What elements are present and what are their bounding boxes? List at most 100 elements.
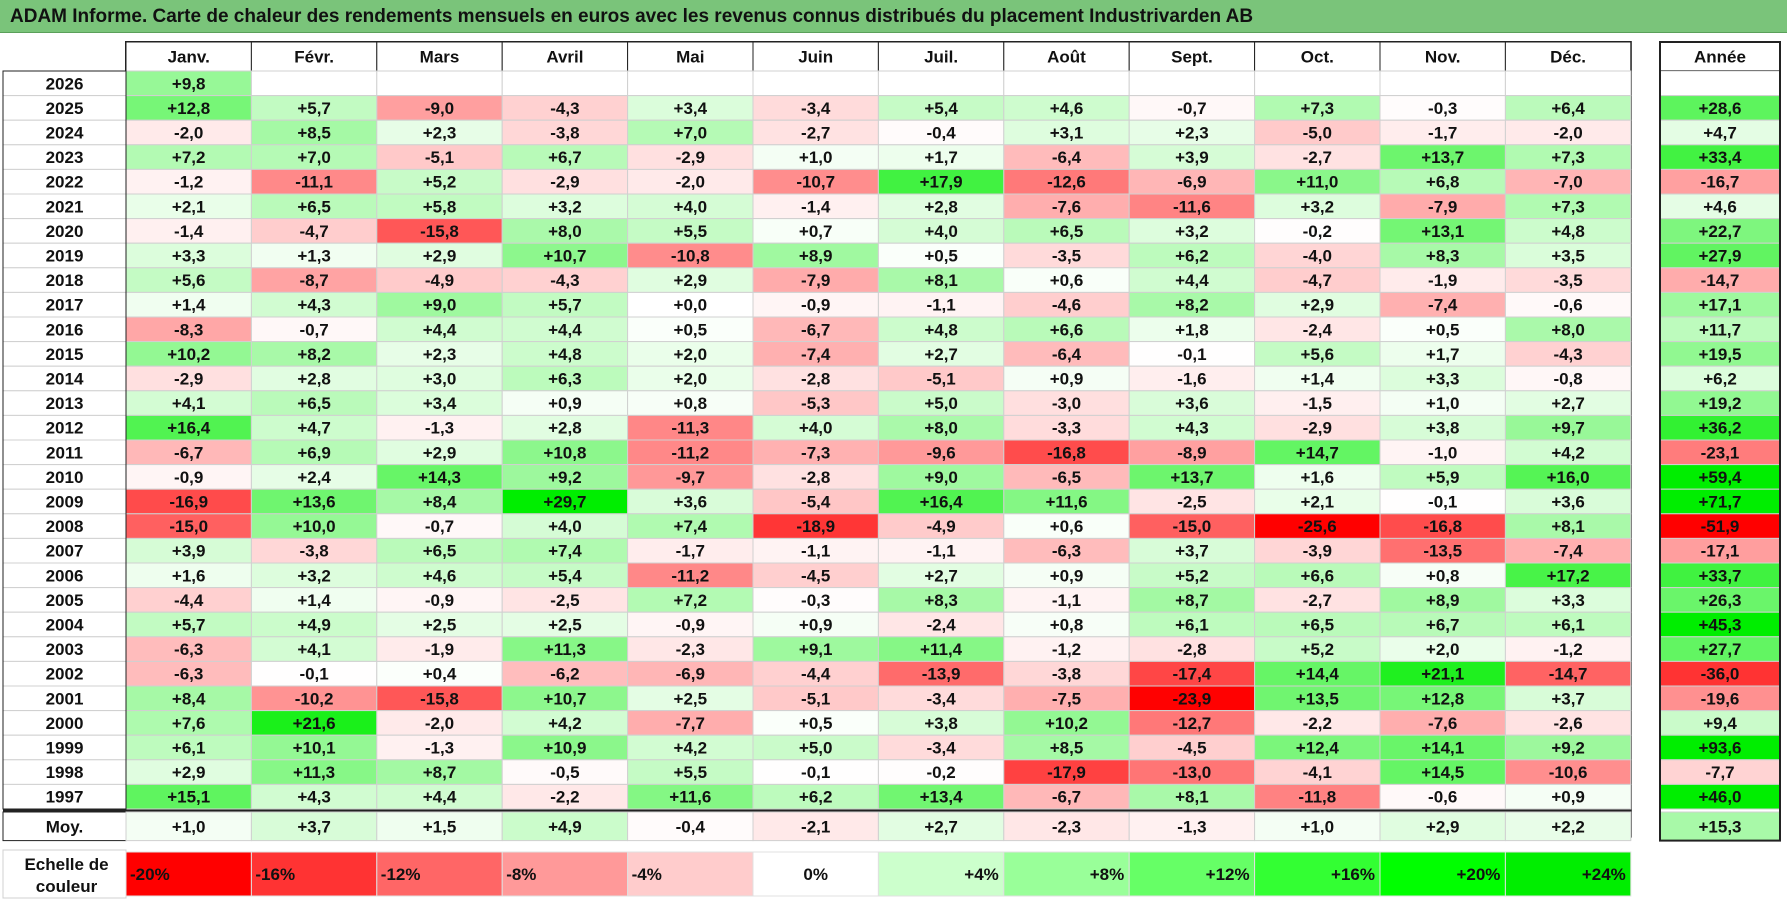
cell-2023-7-label: -6,4 [1052,148,1082,167]
cell-2025-6-label: +5,4 [924,99,958,118]
cell-2018-6-label: +8,1 [924,271,958,290]
title-bar: ADAM Informe. Carte de chaleur des rende… [0,0,1787,33]
cell-2004-3-cell [501,611,629,638]
cell-2011-9-cell [1254,439,1381,466]
cell-2026-4-cell [627,70,754,97]
cell-2017-6-cell [877,291,1005,318]
cell-2012-11-label: +9,7 [1551,419,1585,438]
cell-2005-1-cell [250,587,378,613]
cell-2010-2-label: +14,3 [418,468,461,487]
cell-2009-7-cell [1003,488,1130,515]
cell-1997-8-cell [1128,783,1256,810]
cell-2002-2-label: +0,4 [423,665,457,684]
cell-2015-1-label: +8,2 [297,345,331,364]
cell-2007-7-cell [1003,537,1130,564]
cell-2006-0-label: +1,6 [172,566,206,585]
row-label-2000-cell [2,710,127,736]
cell-2025-3-label: -4,3 [550,99,579,118]
cell-2004-1-label: +4,9 [297,616,331,635]
cell-2021-1-cell [250,193,378,220]
cell-2008-11-label: +8,1 [1551,517,1585,536]
cell-2017-11-label: -0,6 [1553,296,1582,315]
cell-2005-9-label: -2,7 [1303,591,1332,610]
cell-2013-7-label: -3,0 [1052,394,1081,413]
cell-2012-7-cell [1003,414,1130,441]
scale-step-0-cell [125,851,252,897]
cell-2013-11-label: +2,7 [1551,394,1585,413]
cell-2017-9-label: +2,9 [1301,296,1335,315]
cell-2014-10-label: +3,3 [1426,370,1460,389]
cell-2000-7-cell [1003,710,1130,736]
cell-2001-0-cell [125,685,252,712]
row-label-2006-label: 2006 [46,566,84,585]
cell-2022-6-cell [877,168,1005,195]
year-total-2008-label: -51,9 [1701,517,1740,536]
cell-2010-0-label: -0,9 [174,468,203,487]
cell-2001-6-label: -3,4 [926,689,956,708]
cell-2008-0-label: -15,0 [169,517,208,536]
cell-2023-8-cell [1128,144,1256,170]
scale-step-4-cell [627,851,754,897]
cell-2022-9-cell [1254,168,1381,195]
cell-2024-9-label: -5,0 [1303,124,1332,143]
cell-2019-11-label: +3,5 [1551,247,1585,266]
cell-2002-1-label: -0,1 [299,665,328,684]
cell-2016-6-label: +4,8 [924,320,958,339]
month-header-2-label: Mars [420,48,460,67]
cell-1998-8-label: -13,0 [1173,763,1212,782]
cell-2020-8-label: +3,2 [1175,222,1209,241]
month-header-2-cell [376,41,503,72]
cell-2026-6-cell [877,70,1005,97]
cell-1998-10-cell [1379,759,1506,785]
cell-2009-8-label: -2,5 [1177,493,1206,512]
cell-2019-6-cell [877,242,1005,269]
month-header-9-cell [1254,41,1381,72]
cell-2010-11-label: +16,0 [1547,468,1590,487]
cell-2005-2-cell [376,587,503,613]
cell-2010-9-label: +1,6 [1301,468,1335,487]
cell-2004-7-cell [1003,611,1130,638]
cell-2011-6-label: -9,6 [926,443,955,462]
cell-2021-5-cell [752,193,879,220]
cell-1998-0-label: +2,9 [172,763,206,782]
cell-2019-10-cell [1379,242,1506,269]
row-label-2011-label: 2011 [46,443,83,462]
cell-1998-5-label: -0,1 [801,763,830,782]
cell-2021-9-label: +3,2 [1301,197,1335,216]
cell-2001-4-cell [627,685,754,712]
month-header-0-cell [125,41,252,72]
cell-2014-2-label: +3,0 [423,370,457,389]
cell-1999-1-label: +10,1 [293,739,336,758]
cell-2004-0-label: +5,7 [172,616,206,635]
cell-2023-10-cell [1379,144,1506,170]
year-total-2013-cell [1659,390,1781,416]
cell-2012-9-cell [1254,414,1381,441]
cell-1997-1-label: +4,3 [297,788,331,807]
page-title: ADAM Informe. Carte de chaleur des rende… [10,6,1254,27]
cell-2013-8-label: +3,6 [1175,394,1209,413]
cell-2012-8-label: +4,3 [1175,419,1209,438]
cell-2024-1-label: +8,5 [297,124,331,143]
cell-2012-6-label: +8,0 [924,419,958,438]
cell-2025-8-label: -0,7 [1177,99,1206,118]
month-header-5-label: Juin [798,48,833,67]
cell-2004-5-cell [752,611,879,638]
cell-2002-5-cell [752,660,879,687]
cell-2017-7-cell [1003,291,1130,318]
cell-2011-0-label: -6,7 [174,443,203,462]
average-cell-7-label: -2,3 [1052,817,1081,836]
cell-2023-4-label: -2,9 [676,148,705,167]
cell-2006-8-label: +5,2 [1175,566,1209,585]
cell-2013-7-cell [1003,390,1130,416]
cell-2014-11-cell [1504,365,1632,392]
average-cell-10-label: +2,9 [1426,817,1460,836]
cell-2024-2-label: +2,3 [423,124,457,143]
cell-2011-10-label: -1,0 [1428,443,1457,462]
cell-2023-11-label: +7,3 [1551,148,1585,167]
cell-2013-2-label: +3,4 [423,394,457,413]
cell-2021-3-label: +3,2 [548,197,582,216]
cell-1999-3-label: +10,9 [543,739,586,758]
cell-2024-3-label: -3,8 [550,124,579,143]
cell-2013-9-cell [1254,390,1381,416]
cell-2013-10-label: +1,0 [1426,394,1460,413]
